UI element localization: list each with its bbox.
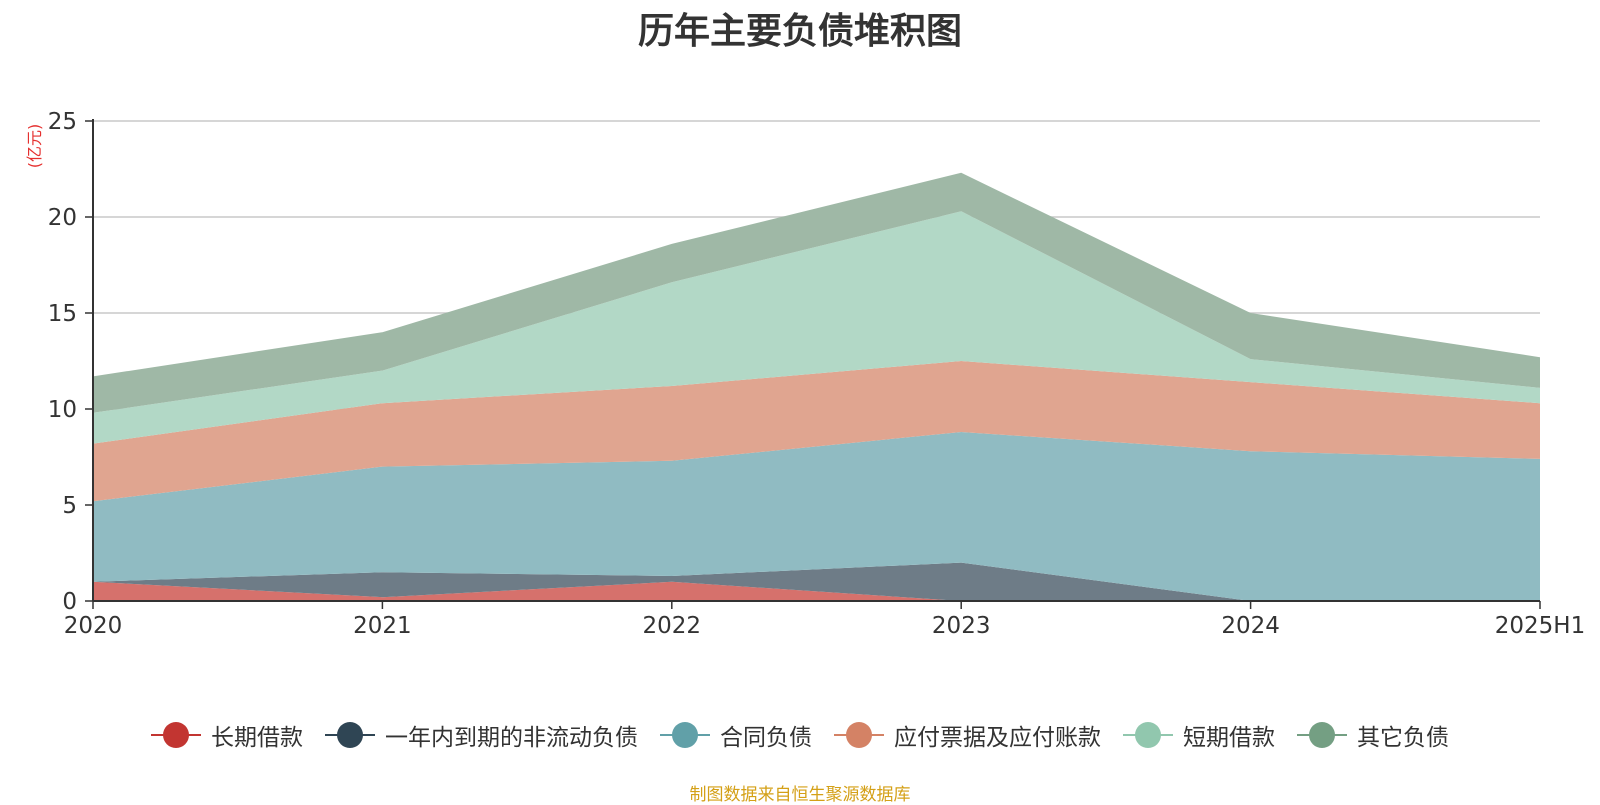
legend-marker-icon [325,722,375,748]
y-tick-label: 10 [48,397,77,423]
legend-marker-icon [834,722,884,748]
axes [85,119,1541,609]
legend-marker-icon [1123,722,1173,748]
legend-marker-icon [151,722,201,748]
legend-label: 其它负债 [1357,725,1449,751]
y-tick-label: 0 [62,589,77,615]
y-tick-label: 25 [48,109,77,135]
chart-title: 历年主要负债堆积图 [637,11,962,52]
y-tick-label: 15 [48,301,77,327]
tick-labels: 0 5 10 15 20 25 2020 2021 2022 2023 2024 2025H1 [48,109,1586,639]
x-tick-label: 2025H1 [1495,613,1585,639]
legend-item[interactable]: 应付票据及应付账款 [834,718,1101,752]
legend-item[interactable]: 其它负债 [1297,718,1449,752]
x-tick-label: 2021 [353,613,412,639]
area-series-0 [93,581,1540,601]
legend: 长期借款 一年内到期的非流动负债 合同负债 应付票据及应付账款 短期借款 其它负债 [0,718,1600,752]
legend-item[interactable]: 短期借款 [1123,718,1275,752]
legend-marker-icon [660,722,710,748]
area-series-2 [93,432,1540,601]
x-tick-label: 2023 [932,613,991,639]
legend-item[interactable]: 长期借款 [151,718,303,752]
x-tick-label: 2020 [64,613,123,639]
legend-label: 一年内到期的非流动负债 [385,725,638,751]
legend-label: 合同负债 [720,725,812,751]
legend-item[interactable]: 合同负债 [660,718,812,752]
legend-item[interactable]: 一年内到期的非流动负债 [325,718,638,752]
area-series [93,172,1540,601]
legend-marker-icon [1297,722,1347,748]
area-series-4 [93,211,1540,444]
source-note: 制图数据来自恒生聚源数据库 [689,785,911,805]
area-series-1 [93,562,1540,601]
y-tick-label: 5 [62,493,77,519]
y-tick-label: 20 [48,205,77,231]
area-series-3 [93,361,1540,502]
x-tick-label: 2024 [1221,613,1280,639]
x-tick-label: 2022 [643,613,702,639]
legend-label: 长期借款 [211,725,303,751]
legend-label: 短期借款 [1183,725,1275,751]
area-series-5 [93,172,1540,413]
legend-label: 应付票据及应付账款 [894,725,1101,751]
